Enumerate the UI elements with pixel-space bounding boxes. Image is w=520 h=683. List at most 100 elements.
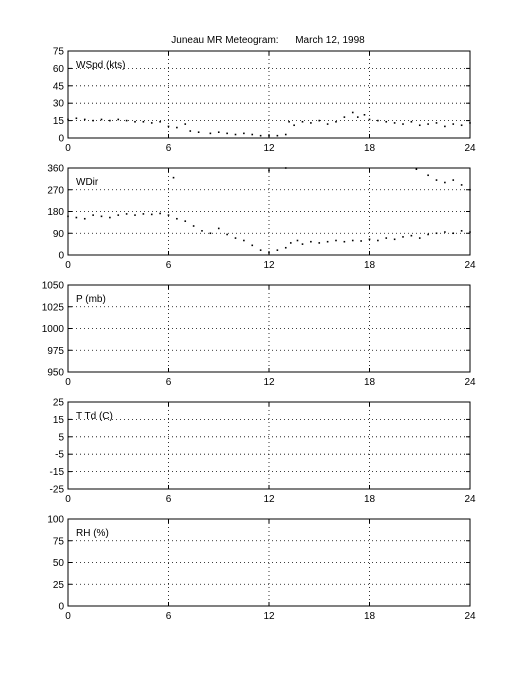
y-tick-label: 30	[53, 99, 65, 110]
data-point	[172, 176, 175, 179]
panel-label-wspd: WSpd (kts)	[76, 60, 125, 71]
y-tick-label: 25	[53, 398, 65, 409]
y-tick-label: 975	[47, 346, 64, 357]
data-point	[184, 220, 187, 222]
data-point	[351, 239, 354, 242]
data-point	[159, 212, 161, 215]
data-point	[335, 239, 337, 242]
panel-label-pressure: P (mb)	[76, 294, 106, 305]
x-tick-label: 18	[364, 494, 376, 505]
data-point	[368, 238, 371, 241]
axes-frame	[67, 401, 471, 490]
data-point	[318, 242, 321, 244]
data-point	[301, 120, 304, 123]
data-point	[226, 132, 228, 135]
data-point	[92, 214, 94, 216]
data-point	[150, 213, 153, 216]
data-point	[343, 116, 346, 118]
data-point	[418, 124, 421, 127]
data-point	[83, 118, 86, 121]
data-point	[276, 249, 279, 251]
data-point	[75, 117, 78, 120]
data-point	[377, 239, 379, 242]
data-point	[410, 120, 413, 123]
x-tick-label: 18	[364, 143, 376, 154]
data-point	[435, 179, 438, 181]
y-tick-label: 100	[47, 515, 64, 526]
grid-wdir	[68, 168, 470, 255]
data-point	[293, 124, 295, 127]
y-tick-label: 360	[47, 164, 64, 175]
y-tick-label: 15	[53, 116, 65, 127]
data-point	[427, 174, 429, 177]
panel-temp-dewpoint: 0 6 12 18 24 -25 -15 -5 5 15 25 T Td (C)	[50, 398, 476, 506]
x-tick-label: 12	[263, 377, 275, 388]
x-tick-label: 24	[464, 260, 476, 271]
data-point	[452, 232, 455, 235]
data-point	[209, 132, 212, 135]
grid-temp-dewpoint	[68, 402, 470, 489]
data-point	[197, 131, 200, 133]
data-point	[326, 123, 329, 125]
y-tick-label: 270	[47, 185, 64, 196]
y-tick-label: 1025	[42, 302, 65, 313]
x-tick-label: 0	[65, 143, 71, 154]
data-point	[109, 119, 111, 122]
data-point	[427, 123, 429, 125]
data-point	[310, 240, 312, 243]
data-point	[192, 225, 195, 227]
data-point	[226, 233, 228, 236]
data-point	[67, 215, 69, 218]
figure-title: Juneau MR Meteogram: March 12, 1998	[171, 35, 365, 46]
x-tick-label: 24	[464, 377, 476, 388]
y-tick-label: -5	[55, 450, 64, 461]
data-point	[335, 120, 337, 123]
data-point	[460, 124, 463, 127]
x-tick-label: 18	[364, 260, 376, 271]
x-tick-label: 0	[65, 494, 71, 505]
data-point	[435, 232, 438, 235]
data-point	[125, 119, 128, 122]
data-point	[184, 123, 187, 125]
x-tick-label: 12	[263, 611, 275, 622]
data-point	[385, 237, 388, 239]
data-point	[310, 122, 312, 124]
data-point	[75, 216, 78, 219]
data-point	[167, 125, 170, 128]
x-tick-label: 6	[166, 377, 172, 388]
axes-frame	[67, 50, 471, 139]
data-point	[289, 242, 292, 244]
grid-pressure	[68, 285, 470, 372]
data-point	[92, 119, 94, 122]
data-point	[251, 133, 254, 136]
data-point	[176, 217, 178, 220]
data-point	[100, 118, 103, 121]
panel-rh: 0 6 12 18 24 0 25 50 75 100 RH (%)	[47, 515, 476, 623]
y-tick-label: 5	[58, 432, 64, 443]
data-point	[385, 120, 388, 123]
data-point	[201, 230, 203, 232]
x-tick-label: 6	[166, 143, 172, 154]
data-point	[100, 215, 103, 218]
data-point	[142, 213, 145, 215]
data-point	[393, 238, 396, 241]
data-point	[393, 122, 396, 124]
data-point	[125, 213, 128, 215]
data-point	[142, 120, 145, 123]
x-tick-label: 6	[166, 494, 172, 505]
y-tick-label: 75	[53, 47, 65, 58]
x-tick-label: 0	[65, 260, 71, 271]
data-point	[117, 214, 120, 216]
data-point	[444, 125, 446, 128]
y-tick-label: -15	[50, 467, 65, 478]
data-point	[452, 123, 455, 125]
data-point	[356, 116, 359, 118]
data-point	[318, 119, 321, 122]
data-point	[360, 240, 362, 242]
data-point	[410, 234, 413, 237]
data-point	[444, 181, 446, 184]
grid-rh	[68, 519, 470, 606]
panel-pressure: 0 6 12 18 24 950 975 1000 1025 1050 P (mb)	[42, 281, 476, 389]
data-point	[109, 216, 111, 219]
